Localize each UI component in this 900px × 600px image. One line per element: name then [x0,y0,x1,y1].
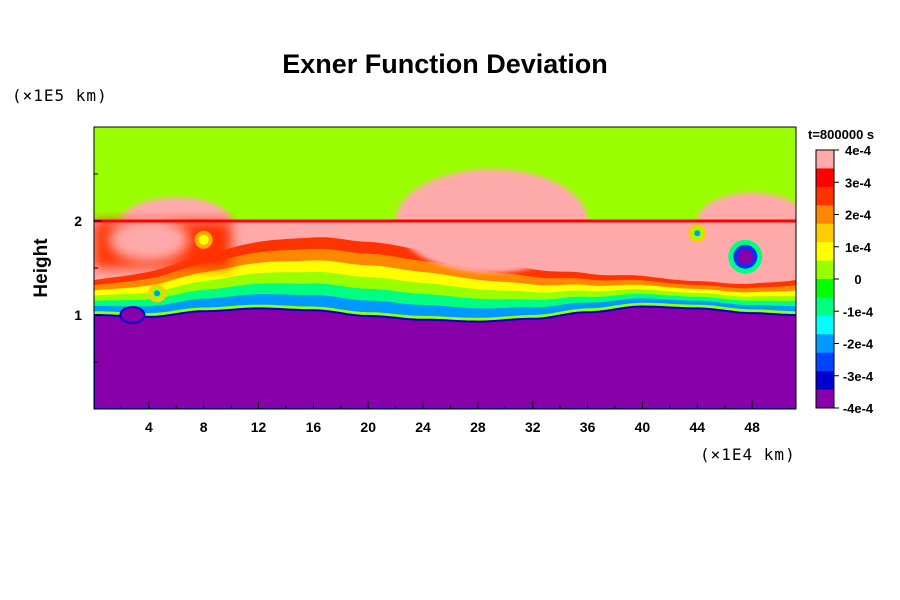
colorbar-swatch [816,334,834,354]
colorbar-tick-label: 1e-4 [845,240,872,255]
colorbar-swatch [816,352,834,372]
colorbar-tick-label: 3e-4 [845,175,872,190]
x-tick-label: 28 [470,419,486,435]
chart-title: Exner Function Deviation [282,49,608,79]
x-tick-label: 40 [635,419,651,435]
colorbar-tick-label: -4e-4 [843,401,874,416]
colorbar-swatch [816,150,834,169]
eddy-core [198,234,209,245]
x-axis-ticks: 4 8 12 16 20 24 28 32 36 40 44 48 [120,401,760,435]
texture-patch [108,217,189,262]
y-tick-label: 2 [74,213,82,229]
bottom-layer [94,305,796,409]
x-tick-label: 16 [306,419,322,435]
x-tick-label: 4 [145,419,153,435]
x-tick-label: 48 [744,419,760,435]
x-axis-unit: (×1E4 km) [700,445,796,464]
colorbar-swatch [816,242,834,262]
x-tick-label: 32 [525,419,541,435]
colorbar-swatch [816,260,834,280]
colorbar-swatch [816,371,834,391]
colorbar-tick-label: -1e-4 [843,304,874,319]
colorbar-swatch [816,205,834,225]
colorbar-swatch [816,223,834,243]
x-tick-label: 44 [689,419,705,435]
colorbar-swatch [816,297,834,317]
x-tick-label: 36 [580,419,596,435]
heatmap-field [94,127,796,409]
colorbar-swatch [816,389,834,409]
colorbar-tick-label: -2e-4 [843,337,874,352]
y-axis-label: Height [31,238,52,298]
colorbar-tick-label: 0 [854,272,861,287]
x-tick-label: 12 [251,419,267,435]
x-tick-label: 24 [415,419,431,435]
y-tick-label: 1 [74,307,82,323]
colorbar-swatch [816,315,834,335]
colorbar-swatch [816,168,834,188]
colorbar-tick-label: -3e-4 [843,369,874,384]
colorbar: 4e-4 3e-4 2e-4 1e-4 0 -1e-4 -2e-4 -3e-4 -4e-4 [815,143,874,416]
colorbar-tick-label: 4e-4 [845,143,872,158]
y-axis-unit: (×1E5 km) [12,86,108,105]
colorbar-swatch [816,186,834,206]
x-tick-label: 20 [360,419,376,435]
colorbar-swatch [816,279,834,298]
eddy-bump [119,306,146,324]
y-axis-ticks: 12 [74,173,102,363]
time-label: t=800000 s [808,127,874,142]
eddy-center [154,290,161,297]
eddy-core [737,248,754,265]
eddy-center [694,230,701,237]
x-tick-label: 8 [200,419,208,435]
colorbar-tick-label: 2e-4 [845,208,872,223]
